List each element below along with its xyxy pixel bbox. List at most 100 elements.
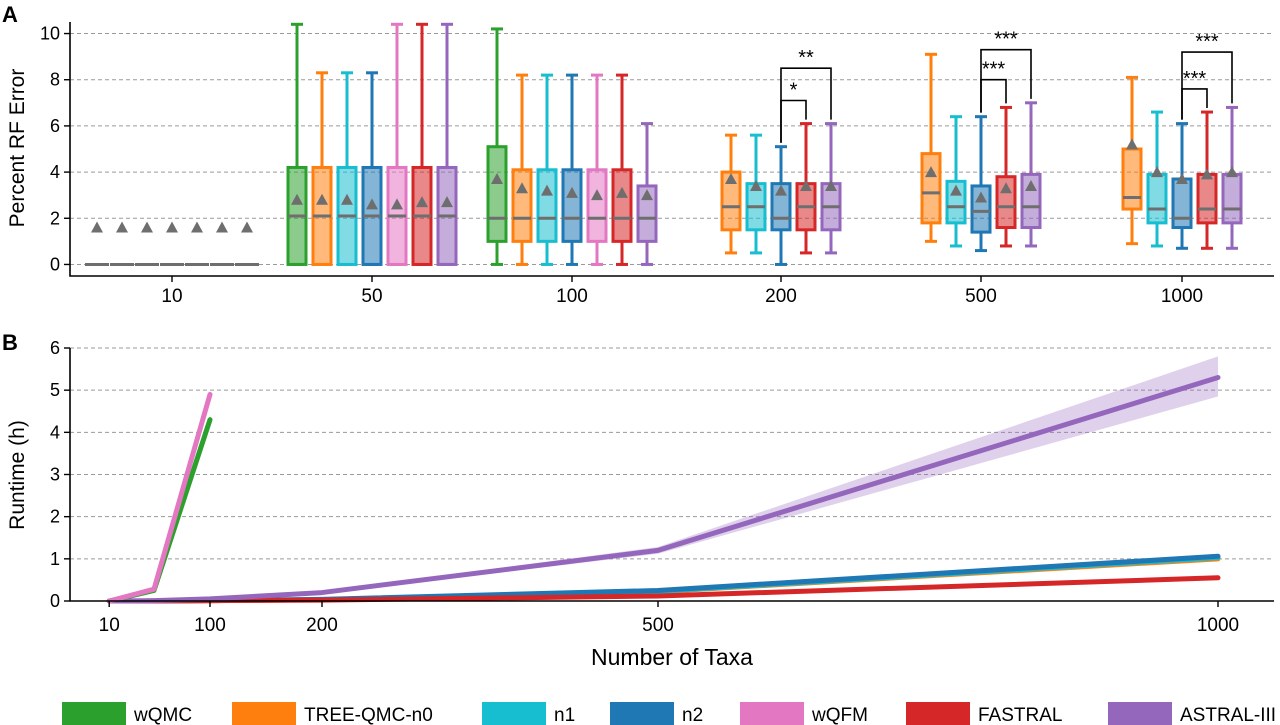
legend-label: wQFM bbox=[811, 705, 868, 725]
box-wQFM-50 bbox=[386, 22, 408, 266]
x-tick-label: 200 bbox=[306, 615, 338, 636]
box-TREE-QMC-n0-500 bbox=[920, 52, 942, 243]
mean-marker bbox=[641, 189, 653, 201]
box-ASTRAL-III-1000 bbox=[1221, 105, 1243, 250]
box-body bbox=[995, 175, 1017, 230]
box-n2-10 bbox=[160, 221, 184, 266]
y-tick-label: 2 bbox=[50, 507, 60, 527]
panel-b-axes: 0 1 2 3 4 5 6 10 100 200 500 1000 bbox=[50, 338, 1274, 636]
mean-marker bbox=[750, 179, 762, 191]
box-wQFM-100 bbox=[586, 73, 608, 266]
legend-item-n2: n2 bbox=[610, 702, 703, 725]
y-tick-label: 4 bbox=[50, 422, 60, 442]
mean-marker bbox=[391, 198, 403, 210]
legend-swatch bbox=[740, 702, 804, 725]
x-tick-label: 100 bbox=[194, 615, 226, 636]
significance-label: ** bbox=[798, 47, 814, 69]
mean-marker bbox=[1176, 173, 1188, 185]
x-tick-label: 1000 bbox=[1161, 286, 1203, 307]
box-n1-500 bbox=[945, 115, 967, 248]
box-n2-1000 bbox=[1171, 122, 1193, 250]
box-TREE-QMC-n0-200 bbox=[720, 133, 742, 255]
significance-label: *** bbox=[982, 59, 1006, 81]
panel-a-axes: 0 2 4 6 8 10 10 50 100 200 500 1000 bbox=[40, 22, 1274, 307]
mean-marker bbox=[366, 198, 378, 210]
mean-marker bbox=[91, 221, 103, 233]
mean-marker bbox=[925, 166, 937, 178]
x-tick-label: 100 bbox=[556, 286, 588, 307]
box-n2-50 bbox=[361, 71, 383, 266]
legend-label: wQMC bbox=[133, 705, 192, 725]
significance-label: * bbox=[790, 80, 798, 102]
box-body bbox=[536, 168, 558, 243]
significance-bracket: *** bbox=[1181, 68, 1208, 120]
box-ASTRAL-III-10 bbox=[235, 221, 259, 266]
box-body bbox=[1196, 172, 1218, 225]
bracket-line bbox=[1181, 51, 1233, 120]
mean-marker bbox=[1025, 179, 1037, 191]
panel-a-significance: *************** bbox=[780, 29, 1233, 143]
mean-marker bbox=[591, 189, 603, 201]
y-tick-label: 0 bbox=[50, 591, 60, 611]
mean-marker bbox=[1201, 168, 1213, 180]
box-ASTRAL-III-500 bbox=[1020, 101, 1042, 248]
box-n1-50 bbox=[336, 71, 358, 266]
mean-marker bbox=[241, 221, 253, 233]
bracket-line bbox=[780, 99, 807, 143]
y-tick-label: 10 bbox=[40, 24, 60, 44]
y-tick-label: 1 bbox=[50, 549, 60, 569]
legend-swatch bbox=[232, 702, 296, 725]
legend-item-ASTRAL-III: ASTRAL-III bbox=[1108, 702, 1276, 725]
box-n1-1000 bbox=[1146, 110, 1168, 248]
legend-swatch bbox=[610, 702, 674, 725]
box-TREE-QMC-n0-10 bbox=[110, 221, 134, 266]
legend-item-wQMC: wQMC bbox=[62, 702, 192, 725]
legend-label: ASTRAL-III bbox=[1180, 705, 1276, 725]
mean-marker bbox=[616, 186, 628, 198]
box-TREE-QMC-n0-100 bbox=[511, 73, 533, 266]
legend-swatch bbox=[1108, 702, 1172, 725]
legend-swatch bbox=[482, 702, 546, 725]
box-body bbox=[970, 184, 992, 234]
box-body bbox=[1121, 147, 1143, 211]
box-ASTRAL-III-100 bbox=[636, 122, 658, 266]
mean-marker bbox=[166, 221, 178, 233]
panel-b-label: B bbox=[2, 330, 18, 355]
box-FASTRAL-100 bbox=[611, 73, 633, 266]
box-body bbox=[1171, 177, 1193, 230]
box-n2-200 bbox=[770, 145, 792, 266]
mean-marker bbox=[1151, 166, 1163, 178]
mean-marker bbox=[566, 186, 578, 198]
box-body bbox=[1221, 172, 1243, 225]
panel-b-y-axis-label: Runtime (h) bbox=[6, 420, 29, 530]
box-FASTRAL-200 bbox=[795, 122, 817, 255]
y-tick-label: 6 bbox=[50, 116, 60, 136]
box-n2-100 bbox=[561, 73, 583, 266]
box-body bbox=[586, 168, 608, 243]
legend-label: n2 bbox=[682, 705, 703, 725]
mean-marker bbox=[1126, 138, 1138, 150]
significance-label: *** bbox=[994, 29, 1018, 51]
box-wQFM-10 bbox=[185, 221, 209, 266]
y-tick-label: 4 bbox=[50, 162, 60, 182]
box-FASTRAL-1000 bbox=[1196, 110, 1218, 250]
box-n1-100 bbox=[536, 73, 558, 266]
x-tick-label: 10 bbox=[99, 615, 120, 636]
y-tick-label: 6 bbox=[50, 338, 60, 358]
significance-label: *** bbox=[1195, 31, 1219, 53]
x-tick-label: 200 bbox=[765, 286, 797, 307]
confidence-band-ASTRAL-III bbox=[109, 356, 1219, 601]
mean-marker bbox=[725, 173, 737, 185]
legend-item-FASTRAL: FASTRAL bbox=[906, 702, 1062, 725]
mean-marker bbox=[1000, 182, 1012, 194]
box-body bbox=[486, 145, 508, 243]
box-body bbox=[561, 168, 583, 243]
box-wQMC-50 bbox=[286, 22, 308, 266]
legend-item-n1: n1 bbox=[482, 702, 575, 725]
box-body bbox=[511, 168, 533, 243]
panel-b: B 0 1 2 3 4 5 6 10 100 200 500 1000 Runtime (h) Num… bbox=[2, 330, 1274, 670]
mean-marker bbox=[775, 184, 787, 196]
box-n2-500 bbox=[970, 115, 992, 253]
x-tick-label: 10 bbox=[161, 286, 182, 307]
